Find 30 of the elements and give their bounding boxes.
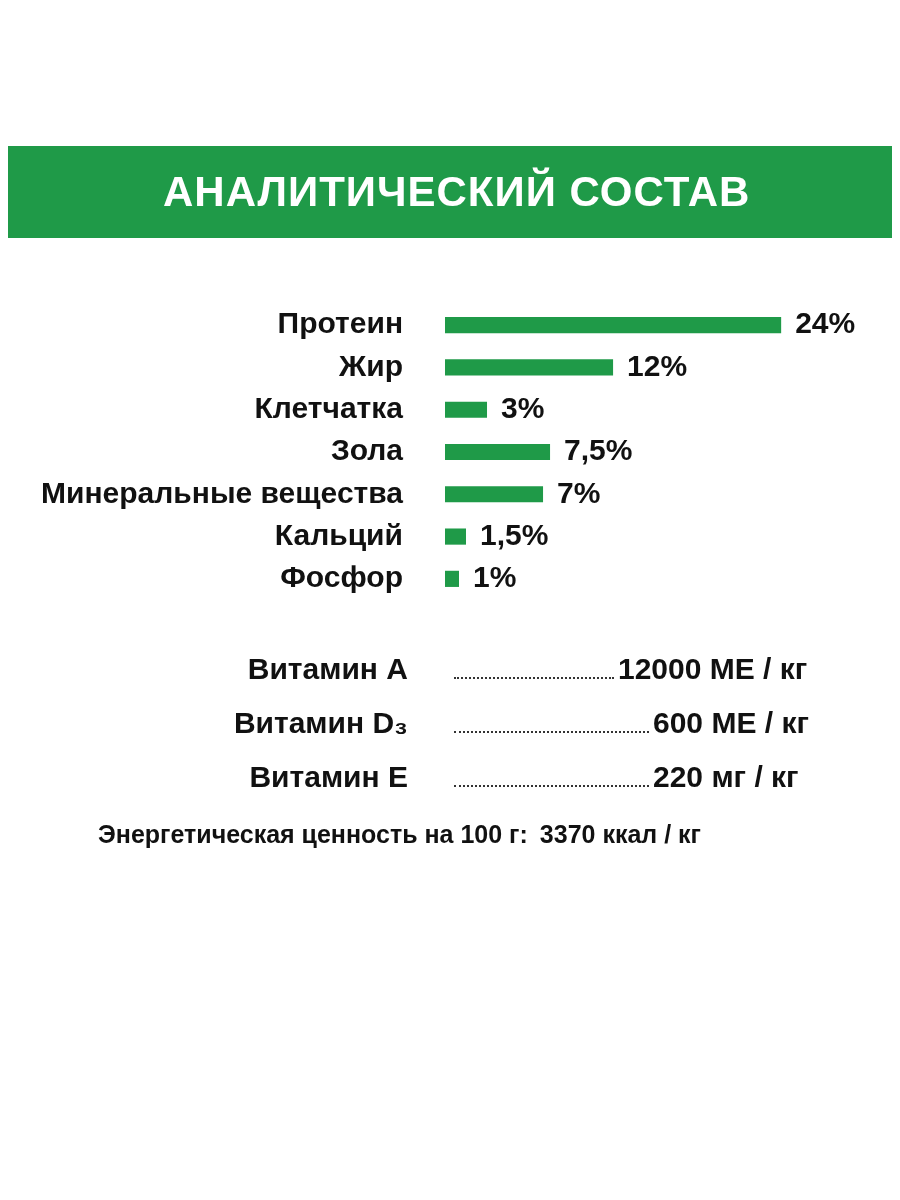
text: 12000 МЕ / кг <box>618 652 808 686</box>
y-tick-label: Протеин <box>277 306 403 340</box>
y-tick-label: Клетчатка <box>254 390 404 424</box>
data-label: 24% <box>795 306 856 340</box>
chart-title: АНАЛИТИЧЕСКИЙ СОСТАВ <box>8 146 892 238</box>
bar <box>445 486 544 503</box>
bar <box>445 359 614 376</box>
data-label: 12% <box>627 348 688 382</box>
text: 600 МЕ / кг <box>653 706 809 740</box>
bar <box>445 570 460 587</box>
y-tick-label: Минеральные вещества <box>41 475 404 509</box>
bar <box>445 401 488 418</box>
data-label: 1% <box>473 560 517 594</box>
text: Энергетическая ценность на 100 г: <box>98 820 528 848</box>
text: Витамин D₃ <box>232 706 408 740</box>
bar <box>445 317 782 334</box>
y-tick-label: Зола <box>330 433 404 467</box>
text: 3370 ккал / кг <box>539 820 701 848</box>
data-label: 7,5% <box>564 433 633 467</box>
y-tick-label: Фосфор <box>280 560 403 594</box>
data-label: 1,5% <box>480 517 549 551</box>
bar <box>445 528 467 545</box>
data-label: 3% <box>501 390 545 424</box>
text: Витамин A <box>246 652 408 686</box>
text: 220 мг / кг <box>653 760 799 794</box>
y-tick-label: Кальций <box>274 517 403 551</box>
text: Витамин E <box>248 760 408 794</box>
bar <box>445 443 551 461</box>
y-tick-label: Жир <box>338 348 403 382</box>
data-label: 7% <box>557 475 601 509</box>
